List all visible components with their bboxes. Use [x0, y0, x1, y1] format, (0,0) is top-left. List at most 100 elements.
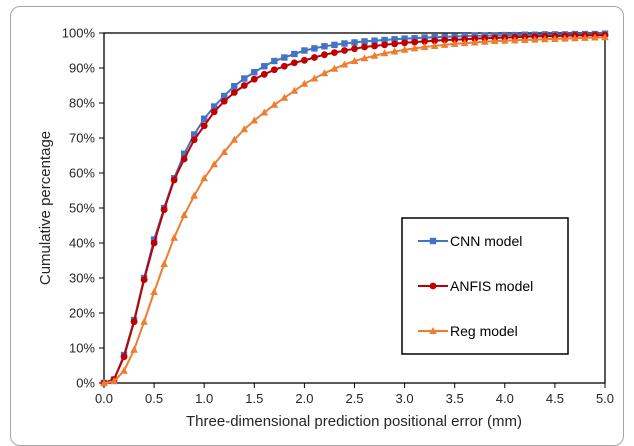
- data-point: [311, 54, 318, 61]
- y-tick-label: 60%: [69, 166, 95, 181]
- data-point: [361, 38, 368, 45]
- data-point: [321, 51, 328, 59]
- data-point: [271, 57, 278, 65]
- data-point: [480, 37, 489, 45]
- data-point: [331, 41, 338, 49]
- y-axis-ticks: 0% 10% 20% 30% 40% 50% 60% 70% 80% 90% 100%: [62, 26, 104, 391]
- data-point: [130, 318, 138, 326]
- data-point: [411, 35, 418, 42]
- data-point: [301, 47, 308, 54]
- series-reg-model: [100, 33, 609, 386]
- data-point: [160, 260, 168, 267]
- data-point: [291, 50, 298, 58]
- x-tick-label: 0.5: [145, 391, 163, 406]
- data-point: [501, 36, 509, 44]
- data-point: [581, 33, 589, 41]
- data-point: [110, 377, 118, 385]
- data-point: [521, 36, 529, 43]
- data-point: [230, 89, 238, 96]
- data-point: [320, 69, 329, 77]
- line-chart: 0% 10% 20% 30% 40% 50% 60% 70% 80% 90% 100% 0.0 0.5…: [37, 26, 614, 431]
- data-point: [140, 317, 148, 325]
- data-point: [190, 191, 198, 199]
- data-point: [441, 36, 449, 44]
- data-point: [360, 54, 369, 62]
- x-tick-label: 3.0: [396, 391, 414, 406]
- data-point: [210, 108, 218, 116]
- data-point: [270, 100, 279, 108]
- data-point: [431, 37, 439, 45]
- x-tick-label: 2.5: [345, 391, 363, 406]
- data-point: [390, 47, 399, 55]
- data-point: [240, 82, 248, 89]
- y-tick-label: 40%: [69, 236, 95, 251]
- y-tick-label: 20%: [69, 306, 95, 321]
- data-point: [430, 41, 439, 49]
- x-tick-label: 2.0: [295, 391, 313, 406]
- data-point: [220, 148, 229, 155]
- data-point: [230, 135, 239, 143]
- data-point: [561, 34, 569, 42]
- legend-item: CNN model: [418, 233, 522, 249]
- data-point: [180, 150, 188, 157]
- data-point: [100, 379, 108, 386]
- data-point: [210, 160, 219, 168]
- data-point: [351, 45, 358, 53]
- data-point: [150, 288, 158, 295]
- y-tick-label: 50%: [69, 201, 95, 216]
- x-tick-label: 4.5: [546, 391, 564, 406]
- data-point: [411, 38, 419, 46]
- data-point: [300, 79, 309, 87]
- data-point: [490, 37, 499, 45]
- data-point: [260, 108, 269, 116]
- y-tick-label: 90%: [69, 61, 95, 76]
- data-point: [311, 45, 318, 52]
- data-point: [290, 59, 298, 67]
- legend: CNN model ANFIS model Reg model: [401, 217, 569, 355]
- data-point: [391, 36, 398, 43]
- data-point: [310, 74, 319, 82]
- y-tick-label: 0%: [76, 376, 95, 391]
- data-point: [470, 38, 479, 46]
- data-point: [240, 125, 249, 133]
- data-point: [160, 206, 168, 214]
- data-point: [301, 56, 308, 64]
- x-axis-title: Three-dimensional prediction positional …: [186, 413, 522, 430]
- x-tick-label: 3.5: [446, 391, 464, 406]
- data-point: [571, 34, 579, 42]
- data-point: [330, 64, 339, 72]
- data-point: [260, 70, 268, 78]
- data-point: [340, 60, 349, 68]
- data-point: [451, 36, 459, 44]
- x-axis-ticks: 0.0 0.5 1.0 1.5 2.0 2.5 3.0 3.5 4.0 4.5 5.0: [95, 383, 614, 406]
- data-point: [200, 122, 208, 130]
- data-point: [370, 51, 379, 59]
- data-point: [231, 83, 238, 90]
- data-point: [551, 34, 559, 42]
- y-tick-label: 70%: [69, 131, 95, 146]
- data-point: [440, 40, 449, 48]
- data-point: [371, 42, 378, 50]
- data-point: [280, 62, 288, 70]
- x-tick-label: 4.0: [496, 391, 514, 406]
- legend-marker: [429, 327, 437, 334]
- data-point: [190, 131, 198, 138]
- series-layer: [100, 30, 609, 387]
- x-tick-label: 0.0: [95, 391, 113, 406]
- data-point: [401, 35, 408, 42]
- legend-item: Reg model: [418, 323, 518, 339]
- data-point: [371, 37, 378, 44]
- data-point: [450, 39, 459, 47]
- data-point: [531, 35, 539, 43]
- data-point: [250, 116, 259, 124]
- legend-item: ANFIS model: [418, 278, 533, 294]
- data-point: [280, 93, 289, 101]
- data-point: [270, 66, 278, 74]
- y-tick-label: 80%: [69, 96, 95, 111]
- y-axis-title: Cumulative percentage: [37, 131, 54, 285]
- data-point: [391, 40, 398, 48]
- data-point: [541, 35, 549, 43]
- data-point: [290, 86, 299, 94]
- legend-label: ANFIS model: [450, 278, 533, 294]
- data-point: [180, 155, 188, 163]
